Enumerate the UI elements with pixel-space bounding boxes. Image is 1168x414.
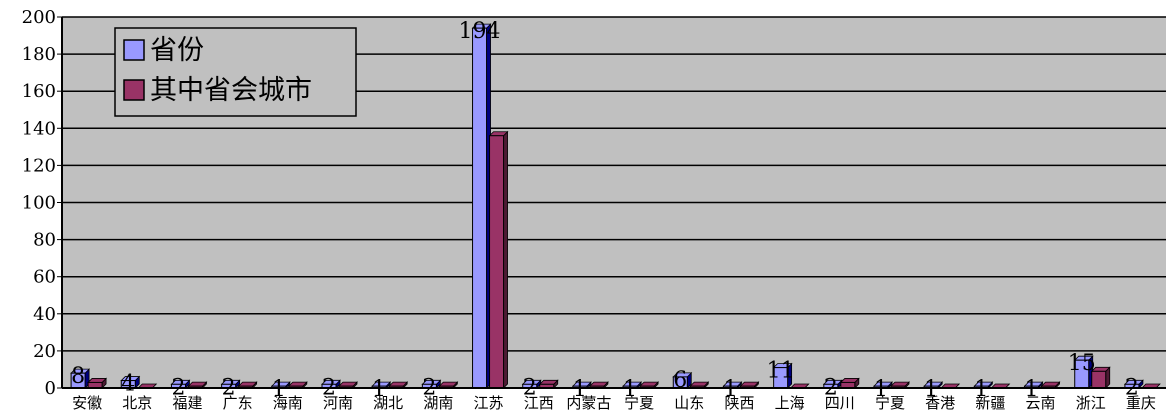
x-category-label: 江西 bbox=[524, 394, 554, 412]
x-category-label: 新疆 bbox=[975, 394, 1005, 412]
x-category-label: 山东 bbox=[674, 394, 704, 412]
bar-series1 bbox=[521, 379, 542, 389]
data-label: 2 bbox=[422, 375, 436, 400]
y-tick-label: 0 bbox=[45, 378, 56, 399]
x-category-label: 宁夏 bbox=[624, 394, 654, 412]
x-category-label: 安徽 bbox=[72, 394, 102, 412]
data-label: 1 bbox=[1025, 377, 1039, 402]
y-axis-ticks: 0 20 40 60 80 100 120 140 160 180 200 bbox=[22, 7, 62, 399]
x-category-label: 海南 bbox=[273, 394, 303, 412]
x-category-label: 福建 bbox=[172, 394, 202, 412]
data-label: 8 bbox=[71, 364, 85, 389]
data-label: 2 bbox=[171, 375, 185, 400]
data-label: 2 bbox=[523, 375, 537, 400]
data-label: 1 bbox=[874, 377, 888, 402]
y-tick-label: 120 bbox=[22, 155, 56, 176]
x-category-label: 四川 bbox=[825, 394, 855, 412]
y-tick-label: 200 bbox=[22, 7, 56, 28]
bar-series1 bbox=[170, 379, 191, 389]
y-tick-label: 40 bbox=[33, 304, 56, 325]
bars bbox=[70, 23, 1161, 389]
legend-swatch bbox=[123, 79, 145, 101]
y-tick-label: 80 bbox=[33, 230, 56, 251]
x-category-label: 上海 bbox=[775, 394, 805, 412]
data-label: 1 bbox=[723, 377, 737, 402]
legend-swatch bbox=[123, 39, 145, 61]
data-label: 2 bbox=[1125, 375, 1139, 400]
bar-series2 bbox=[488, 130, 509, 389]
y-tick-label: 100 bbox=[22, 193, 56, 214]
x-category-label: 北京 bbox=[122, 394, 152, 412]
x-category-label: 宁夏 bbox=[875, 394, 905, 412]
data-label: 2 bbox=[222, 375, 236, 400]
data-label: 15 bbox=[1068, 351, 1096, 376]
bar-series1 bbox=[822, 379, 843, 389]
x-category-label: 河南 bbox=[323, 394, 353, 412]
y-tick-label: 160 bbox=[22, 81, 56, 102]
y-tick-label: 180 bbox=[22, 44, 56, 65]
bar-series2 bbox=[87, 377, 108, 389]
bar-series1 bbox=[220, 379, 241, 389]
data-label: 1 bbox=[623, 377, 637, 402]
y-tick-label: 60 bbox=[33, 267, 56, 288]
bar-series1 bbox=[120, 375, 141, 389]
data-label: 1 bbox=[272, 377, 286, 402]
bar-series1 bbox=[772, 362, 793, 389]
data-label: 194 bbox=[459, 19, 501, 44]
x-category-label: 广东 bbox=[223, 394, 253, 412]
data-label: 1 bbox=[924, 377, 938, 402]
bar-series1 bbox=[70, 368, 91, 389]
x-category-label: 内蒙古 bbox=[566, 394, 611, 412]
x-category-label: 江苏 bbox=[474, 394, 504, 412]
bar-series2 bbox=[839, 377, 860, 389]
bar-series2 bbox=[538, 379, 559, 389]
legend-box bbox=[114, 27, 357, 117]
bar-series1 bbox=[471, 23, 492, 389]
data-label: 6 bbox=[673, 368, 687, 393]
data-label: 1 bbox=[372, 377, 386, 402]
legend-label: 省份 bbox=[150, 35, 204, 66]
x-category-label: 湖南 bbox=[423, 394, 453, 412]
x-category-label: 浙江 bbox=[1076, 394, 1106, 412]
data-label: 2 bbox=[824, 375, 838, 400]
x-category-label: 重庆 bbox=[1126, 394, 1156, 412]
data-label: 1 bbox=[974, 377, 988, 402]
bar-series1 bbox=[1123, 379, 1144, 389]
y-tick-label: 20 bbox=[33, 341, 56, 362]
x-category-label: 云南 bbox=[1026, 394, 1056, 412]
data-label: 1 bbox=[573, 377, 587, 402]
x-category-label: 湖北 bbox=[373, 394, 403, 412]
data-label: 11 bbox=[767, 359, 795, 384]
y-tick-label: 140 bbox=[22, 118, 56, 139]
legend-label: 其中省会城市 bbox=[150, 75, 312, 106]
bar-series1 bbox=[672, 371, 693, 389]
x-axis-categories: 安徽 北京 福建 广东 海南 河南 湖北 湖南 江苏 江西 内蒙古 宁夏 山东 陕西 上海 四川 宁夏 香港 新疆云… bbox=[72, 394, 1156, 412]
x-category-label: 陕西 bbox=[724, 394, 754, 412]
data-label: 2 bbox=[322, 375, 336, 400]
data-label: 4 bbox=[121, 372, 135, 397]
x-category-label: 香港 bbox=[925, 394, 955, 412]
